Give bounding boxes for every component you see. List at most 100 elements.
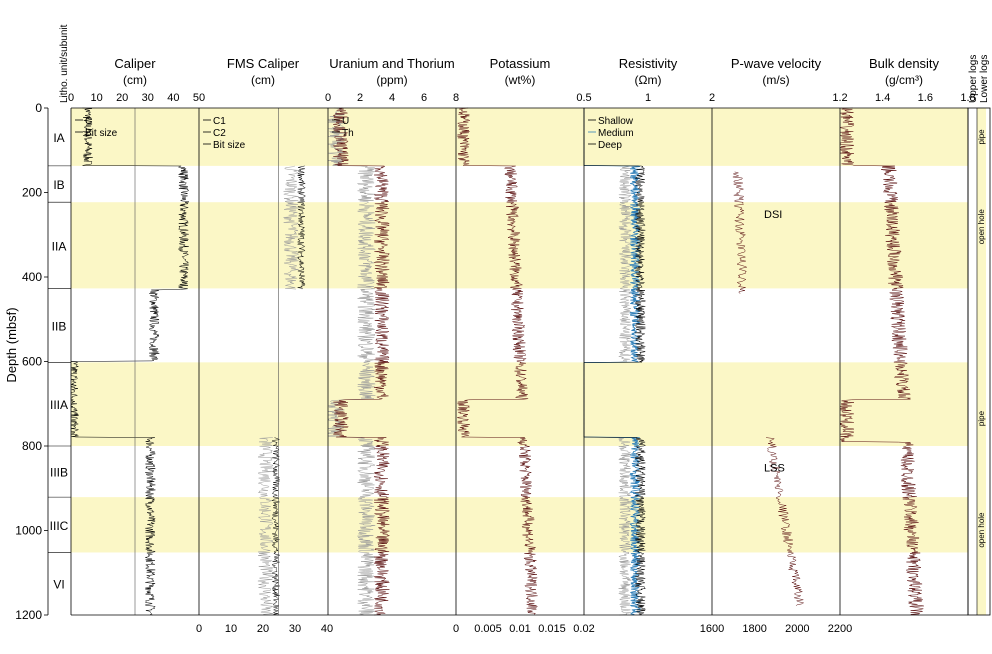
litho-unit-label: IA (53, 131, 64, 145)
bottom-tick-label: 0.005 (474, 623, 502, 635)
litho-unit-label: IIB (52, 319, 67, 333)
log-curves (70, 107, 924, 616)
pwave-lss-curve (765, 437, 805, 607)
uranium-curve (327, 107, 377, 616)
panel-title: Caliper (114, 56, 156, 71)
top-tick-label: 0 (325, 92, 331, 104)
litho-unit-label: IB (53, 178, 64, 192)
depth-tick-label: 400 (22, 270, 42, 284)
pipe-interval-label: open hole (977, 209, 986, 245)
litho-unit-label: IIIB (50, 466, 68, 480)
panel-unit: (cm) (251, 73, 275, 87)
bottom-tick-label: 2200 (828, 623, 852, 635)
litho-band (71, 497, 968, 553)
top-tick-label: 20 (116, 92, 128, 104)
pipe-interval-label: pipe (977, 129, 986, 145)
top-tick-label: 40 (167, 92, 179, 104)
depth-tick-label: 200 (22, 186, 42, 200)
depth-tick-label: 1000 (15, 524, 42, 538)
pipe-interval-label: open hole (977, 512, 986, 548)
legend-label: C2 (213, 128, 226, 139)
top-tick-label: 0.5 (576, 92, 591, 104)
top-tick-label: 1.8 (960, 92, 975, 104)
litho-header: Litho. unit/subunit (59, 24, 70, 103)
panel-title: Bulk density (869, 56, 940, 71)
top-tick-label: 1 (645, 92, 651, 104)
upper-logs-header: Upper logs (968, 55, 979, 103)
litho-band (71, 108, 968, 166)
top-tick-label: 0 (68, 92, 74, 104)
logs-column-band (977, 108, 986, 615)
panel-annotation: DSI (764, 209, 782, 221)
top-tick-label: 1.2 (832, 92, 847, 104)
top-tick-label: 4 (389, 92, 395, 104)
axis-labels: IAIBIIAIIBIIIAIIIBIIICVI0200400600800100… (15, 56, 986, 635)
top-tick-label: 8 (453, 92, 459, 104)
top-tick-label: 6 (421, 92, 427, 104)
litho-unit-label: IIA (52, 239, 67, 253)
legend-label: Bit size (85, 128, 118, 139)
fms-c1-curve (271, 165, 306, 616)
panel-title: FMS Caliper (227, 56, 300, 71)
depth-tick-label: 0 (35, 101, 42, 115)
panel-title: Resistivity (619, 56, 678, 71)
bottom-tick-label: 10 (225, 623, 237, 635)
resistivity-deep-curve (583, 108, 647, 616)
litho-shading (71, 108, 986, 615)
top-tick-label: 1.6 (918, 92, 933, 104)
bulk-density-curve (839, 107, 924, 616)
top-tick-label: 2 (357, 92, 363, 104)
legend-label: Shallow (598, 116, 634, 127)
depth-tick-label: 1200 (15, 608, 42, 622)
top-tick-label: 30 (142, 92, 154, 104)
depth-tick-label: 800 (22, 439, 42, 453)
thorium-curve (332, 107, 391, 616)
litho-unit-label: IIIC (50, 519, 69, 533)
resistivity-shallow-curve (583, 108, 633, 616)
panel-title: P-wave velocity (731, 56, 822, 71)
legend-label: Th (342, 128, 354, 139)
bottom-tick-label: 0.01 (509, 623, 530, 635)
panel-annotation: LSS (764, 462, 785, 474)
bottom-tick-label: 40 (321, 623, 333, 635)
panel-title: Potassium (490, 56, 551, 71)
litho-band (71, 202, 968, 289)
potassium-curve (456, 107, 538, 616)
panel-unit: (Ωm) (635, 73, 662, 87)
bottom-tick-label: 30 (289, 623, 301, 635)
panel-unit: (g/cm³) (885, 73, 923, 87)
litho-unit-label: VI (53, 578, 64, 592)
lower-logs-header: Lower logs (979, 55, 990, 103)
fms-c2-curve (257, 165, 299, 616)
legend-label: Bit size (213, 140, 246, 151)
pipe-interval-label: pipe (977, 410, 986, 426)
litho-unit-label: IIIA (50, 398, 68, 412)
bottom-tick-label: 2000 (785, 623, 809, 635)
panel-unit: (cm) (123, 73, 147, 87)
panel-frames (44, 107, 991, 616)
bottom-tick-label: 0.02 (573, 623, 594, 635)
bottom-tick-label: 1600 (700, 623, 724, 635)
bottom-tick-label: 1800 (742, 623, 766, 635)
panel-title: Uranium and Thorium (329, 56, 454, 71)
logs-column-frame (967, 107, 991, 616)
bottom-tick-label: 20 (257, 623, 269, 635)
top-tick-label: 2 (709, 92, 715, 104)
top-tick-label: 1.4 (875, 92, 890, 104)
legend-label: C (85, 116, 92, 127)
panel-unit: (wt%) (505, 73, 536, 87)
depth-axis-label: Depth (mbsf) (4, 307, 19, 382)
legend-label: C1 (213, 116, 226, 127)
bottom-tick-label: 0 (453, 623, 459, 635)
depth-tick-label: 600 (22, 355, 42, 369)
pwave-dsi-curve (732, 171, 748, 294)
legend-label: U (342, 116, 349, 127)
legend-label: Medium (598, 128, 634, 139)
resistivity-medium-curve (583, 108, 642, 616)
top-tick-label: 10 (90, 92, 102, 104)
panel-unit: (m/s) (762, 73, 789, 87)
top-tick-label: 50 (193, 92, 205, 104)
bottom-tick-label: 0.015 (538, 623, 566, 635)
panel-unit: (ppm) (376, 73, 407, 87)
